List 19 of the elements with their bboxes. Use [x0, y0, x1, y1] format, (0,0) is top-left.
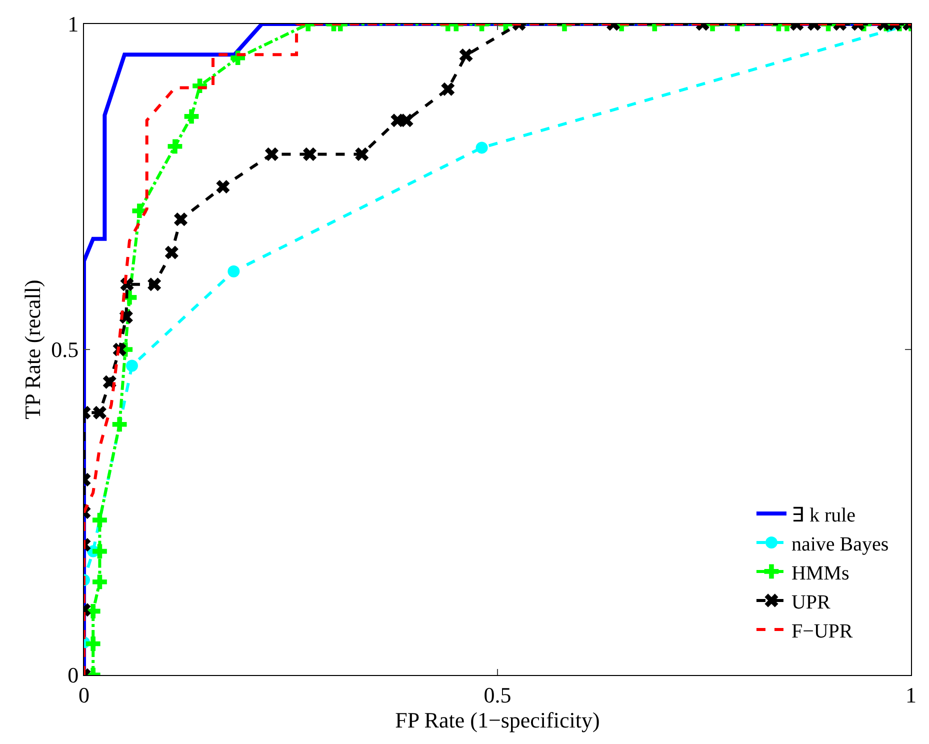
legend-label: naive Bayes — [791, 533, 889, 556]
y-axis-title: TP Rate (recall) — [20, 280, 45, 420]
x-axis-title: FP Rate (1−specificity) — [395, 707, 600, 732]
y-tick-label: 1 — [68, 12, 79, 37]
legend-label: HMMs — [791, 562, 850, 584]
point — [112, 417, 127, 432]
y-tick-label: 0 — [68, 662, 79, 688]
x-tick-label: 0.5 — [484, 682, 512, 708]
point — [148, 278, 162, 292]
point — [92, 406, 106, 420]
legend-label: UPR — [791, 591, 832, 614]
point — [92, 544, 107, 559]
point — [86, 636, 100, 651]
x-tick-label: 1 — [906, 682, 916, 708]
y-tick-label: 0.5 — [51, 337, 79, 362]
legend-label: F−UPR — [791, 620, 854, 642]
point — [92, 512, 107, 528]
legend-label: ∃ k rule — [791, 504, 856, 526]
point — [92, 574, 107, 590]
